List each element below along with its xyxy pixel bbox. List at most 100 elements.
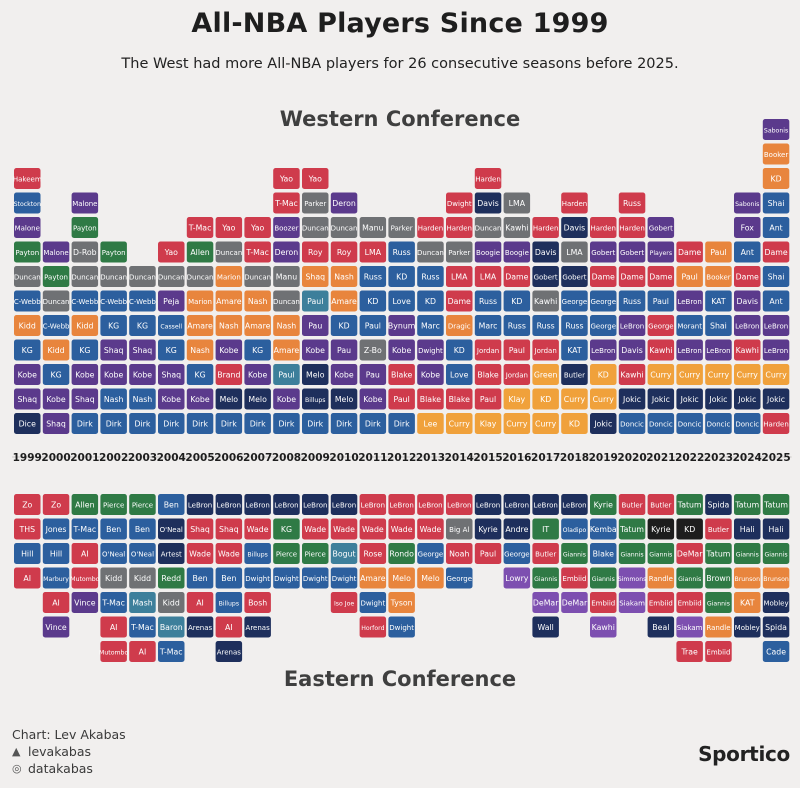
west-player-tile: Duncan xyxy=(244,266,271,287)
tile-background xyxy=(762,413,790,434)
tile-player-name: Dirk xyxy=(221,420,237,429)
east-player-tile: Mobley xyxy=(762,592,790,613)
tile-background xyxy=(762,616,790,638)
tile-player-name: Payton xyxy=(44,274,68,282)
tile-background xyxy=(590,518,617,540)
west-player-tile: Curry xyxy=(762,364,790,385)
east-player-tile: Kidd xyxy=(158,592,185,613)
west-player-tile: Kidd xyxy=(14,315,41,336)
tile-background xyxy=(244,567,271,589)
tile-background xyxy=(244,290,271,312)
tile-player-name: Jordan xyxy=(476,347,499,355)
tile-background xyxy=(561,413,588,434)
tile-background xyxy=(618,364,646,385)
tile-background xyxy=(273,567,300,589)
west-player-tile: Russ xyxy=(417,266,444,287)
east-player-tile: Ben xyxy=(186,567,214,589)
west-player-tile: Booker xyxy=(762,143,790,165)
west-player-tile: Ant xyxy=(762,217,790,238)
tile-background xyxy=(158,567,185,589)
tile-player-name: Dwight xyxy=(389,624,414,632)
tile-player-name: Marc xyxy=(479,322,498,331)
west-player-tile: Shai xyxy=(762,266,790,287)
tile-background xyxy=(446,241,473,263)
tile-player-name: Duncan xyxy=(417,249,444,257)
tile-player-name: Dirk xyxy=(307,420,323,429)
tile-player-name: Yao xyxy=(279,175,293,184)
tile-player-name: KG xyxy=(50,371,61,380)
west-player-tile: Shaq xyxy=(158,364,185,385)
tile-background xyxy=(561,266,588,287)
tile-background xyxy=(561,592,588,613)
tile-background xyxy=(215,413,243,434)
tile-player-name: Jokic xyxy=(737,395,756,404)
tile-player-name: Dice xyxy=(19,420,36,429)
tile-background xyxy=(590,364,617,385)
tile-background xyxy=(42,567,70,589)
tile-background xyxy=(503,364,531,385)
tile-player-name: LeBron xyxy=(188,502,212,510)
tile-background xyxy=(734,592,761,613)
tile-background xyxy=(474,388,502,410)
tile-background xyxy=(100,413,127,434)
tile-player-name: Duncan xyxy=(244,274,271,282)
west-player-tile: Dame xyxy=(734,266,761,287)
tile-player-name: Davis xyxy=(564,224,586,233)
tile-background xyxy=(561,388,588,410)
tile-background xyxy=(762,388,790,410)
tile-background xyxy=(590,592,617,613)
tile-background xyxy=(474,315,502,336)
tile-background xyxy=(388,543,415,564)
tile-background xyxy=(705,364,732,385)
west-player-tile: Nash xyxy=(244,290,271,312)
tile-background xyxy=(100,290,127,312)
west-player-tile: Pau xyxy=(359,364,387,385)
west-player-tile: George xyxy=(561,290,588,312)
tile-background xyxy=(676,266,703,287)
east-player-tile: Kyrie xyxy=(474,518,502,540)
tile-background xyxy=(71,266,99,287)
tile-background xyxy=(71,364,99,385)
tile-background xyxy=(273,168,300,189)
tile-player-name: Kobe xyxy=(162,395,181,404)
tile-player-name: KD xyxy=(454,346,465,355)
west-player-tile: LMA xyxy=(359,241,387,263)
east-player-tile: Vince xyxy=(71,592,99,613)
tile-player-name: Tatum xyxy=(677,501,702,510)
instagram-handle[interactable]: ◎ datakabas xyxy=(12,760,126,777)
tile-background xyxy=(618,266,646,287)
tile-background xyxy=(359,388,387,410)
west-player-tile: LMA xyxy=(474,266,502,287)
tile-player-name: Butler xyxy=(621,502,642,510)
tile-background xyxy=(186,266,214,287)
tile-background xyxy=(244,518,271,540)
east-player-tile: O'Neal xyxy=(158,518,185,540)
west-player-tile: Dwight xyxy=(417,339,444,361)
tile-background xyxy=(273,241,300,263)
west-player-tile: Duncan xyxy=(71,266,98,287)
tile-background xyxy=(71,217,99,238)
tile-player-name: Dwight xyxy=(245,575,270,583)
west-player-tile: Jokic xyxy=(734,388,761,410)
tile-player-name: Harden xyxy=(619,225,645,233)
tile-player-name: Russ xyxy=(565,322,583,331)
tile-background xyxy=(273,290,300,312)
tile-background xyxy=(676,641,703,662)
west-player-tile: Boogie xyxy=(474,241,502,263)
tile-player-name: Tatum xyxy=(734,501,759,510)
east-player-tile: Embiid xyxy=(590,592,617,613)
east-player-tile: Pierce xyxy=(273,543,300,564)
tile-background xyxy=(676,364,703,385)
west-player-tile: Kobe xyxy=(14,364,41,385)
west-player-tile: Paul xyxy=(503,339,531,361)
tile-background xyxy=(417,388,444,410)
tile-player-name: Kidd xyxy=(19,322,36,331)
tile-player-name: Kidd xyxy=(76,322,93,331)
tile-background xyxy=(532,241,559,263)
west-player-tile: Melo xyxy=(302,364,329,385)
tile-background xyxy=(273,388,300,410)
tile-background xyxy=(532,494,559,515)
west-player-tile: Russ xyxy=(359,266,387,287)
twitter-handle[interactable]: ▲ levakabas xyxy=(12,743,126,760)
tile-background xyxy=(302,315,329,336)
